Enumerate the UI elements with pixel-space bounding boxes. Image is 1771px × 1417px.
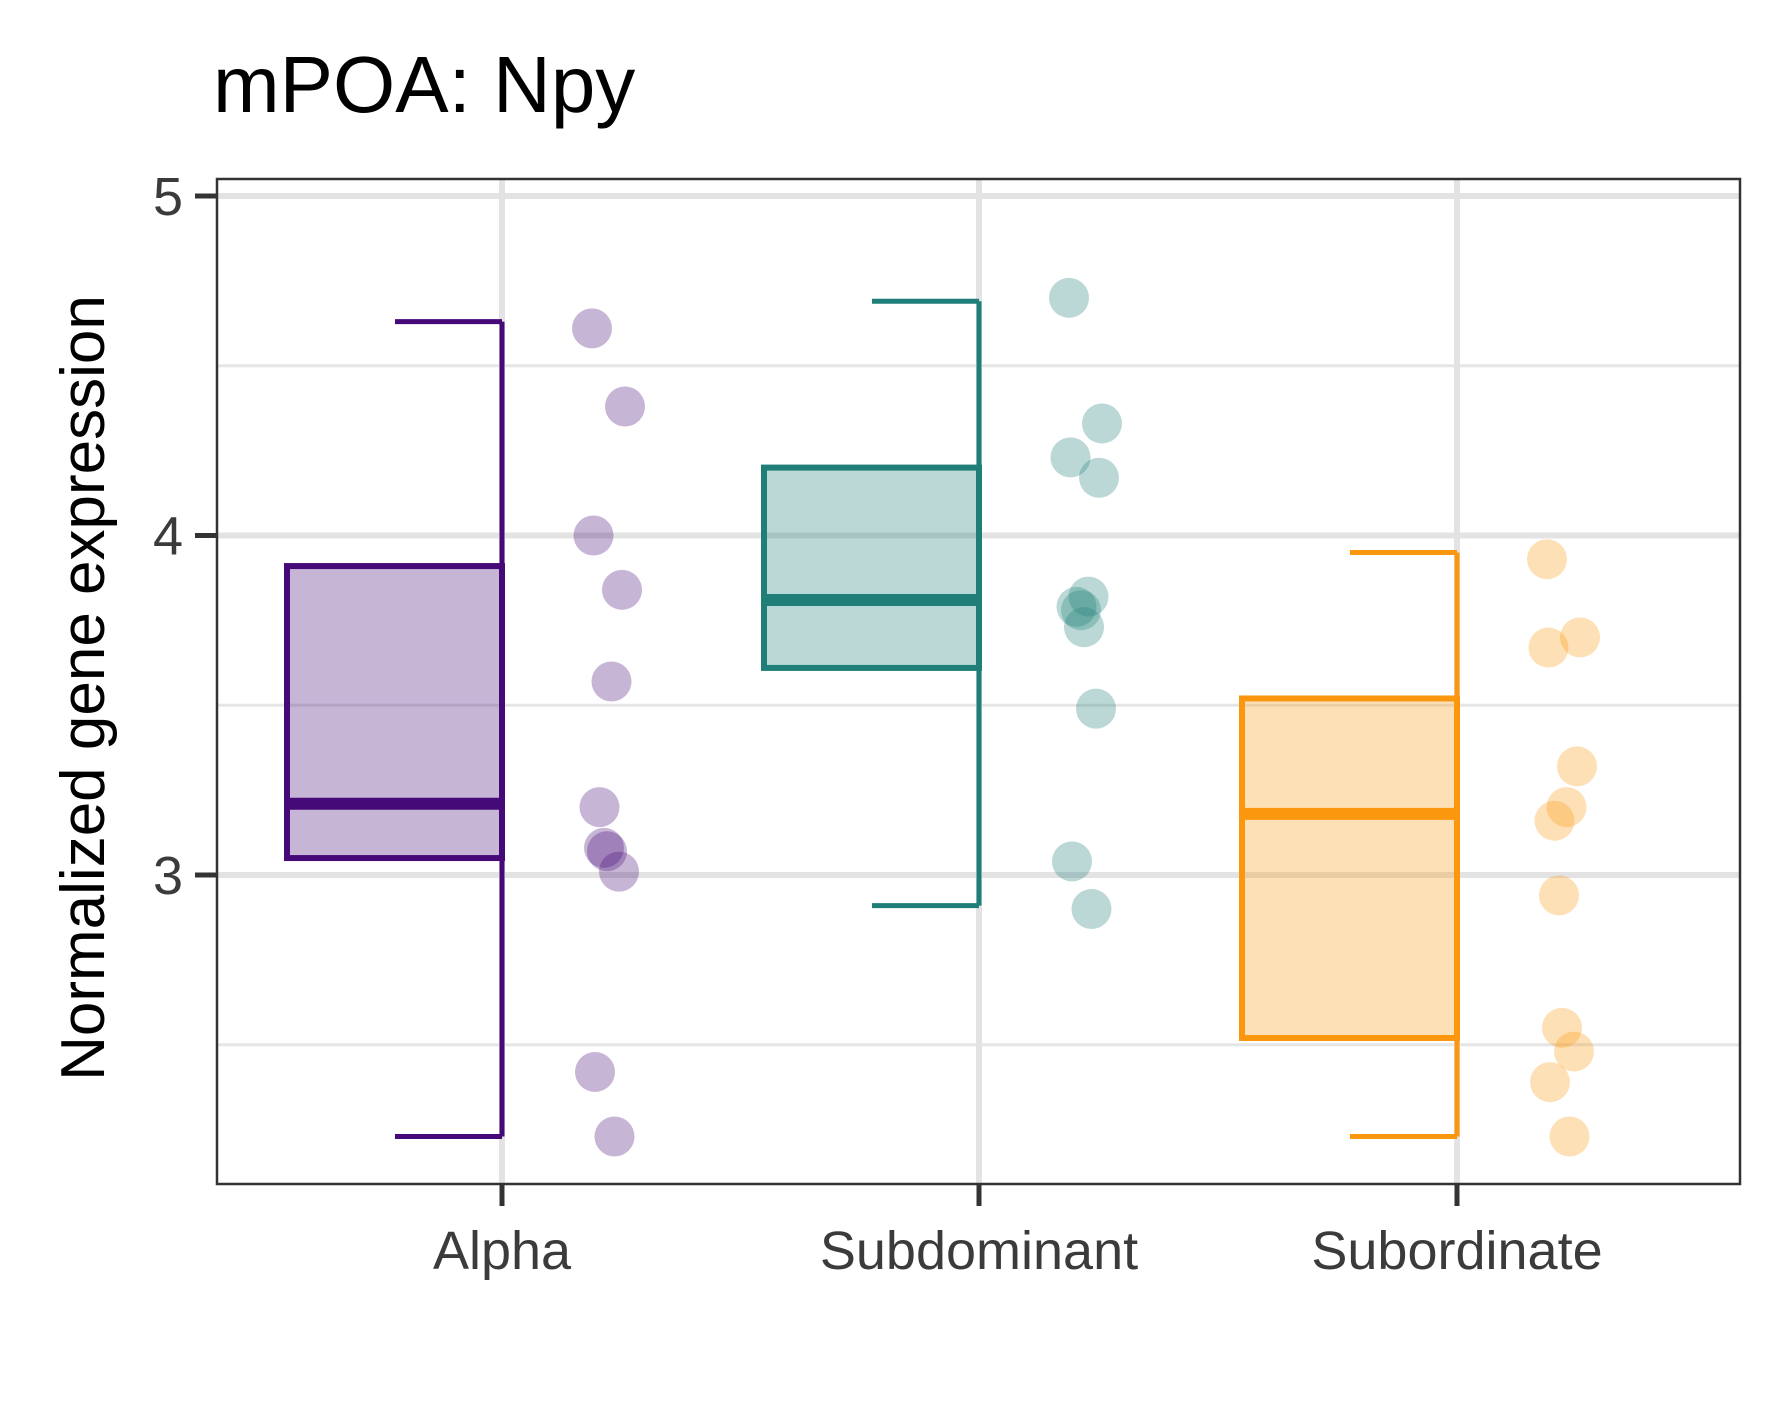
data-point-subordinate — [1539, 875, 1579, 916]
data-point-subdominant — [1049, 277, 1089, 318]
data-point-alpha — [579, 787, 620, 828]
data-point-alpha — [584, 827, 624, 868]
data-point-subdominant — [1079, 457, 1119, 498]
x-tick-label: Subordinate — [1311, 1221, 1602, 1281]
data-point-subdominant — [1064, 607, 1104, 648]
x-tick-label: Subdominant — [820, 1221, 1138, 1281]
box-subordinate — [1239, 549, 1460, 1139]
data-point-subdominant — [1050, 437, 1091, 478]
data-point-subdominant — [1061, 590, 1101, 631]
data-point-alpha — [602, 569, 642, 610]
data-point-subdominant — [1082, 403, 1122, 444]
data-point-subordinate — [1530, 1062, 1570, 1103]
y-tick-label: 3 — [153, 846, 183, 906]
data-point-subordinate — [1542, 1007, 1582, 1048]
data-point-subordinate — [1528, 627, 1569, 668]
data-point-subordinate — [1534, 800, 1575, 841]
data-point-subordinate — [1557, 746, 1597, 787]
data-point-subdominant — [1056, 586, 1097, 627]
y-axis-label: Normalized gene expression — [49, 295, 118, 1081]
data-point-alpha — [587, 831, 627, 872]
data-point-alpha — [573, 515, 614, 556]
points — [572, 277, 1600, 1157]
data-point-subordinate — [1554, 1031, 1594, 1072]
box-body-subdominant — [761, 464, 982, 671]
data-point-alpha — [594, 1116, 635, 1157]
boxes — [284, 298, 1460, 1139]
data-point-subordinate — [1549, 1116, 1590, 1157]
box-subdominant — [761, 298, 982, 909]
data-point-subordinate — [1527, 539, 1567, 580]
data-point-alpha — [572, 308, 612, 349]
box-alpha — [284, 319, 505, 1139]
data-point-subdominant — [1076, 688, 1116, 729]
box-body-alpha — [284, 563, 505, 862]
data-point-alpha — [605, 386, 645, 427]
axes: 3 4 5 Alpha Subdominant Subordinate — [153, 167, 1603, 1281]
data-point-alpha — [575, 1051, 615, 1092]
data-point-subdominant — [1068, 576, 1109, 617]
data-point-alpha — [591, 661, 632, 702]
y-tick-label: 4 — [153, 507, 183, 567]
data-point-subordinate — [1560, 617, 1600, 658]
chart-title: mPOA: Npy — [213, 40, 635, 129]
data-point-subdominant — [1052, 841, 1092, 882]
x-tick-label: Alpha — [433, 1221, 572, 1281]
box-body-subordinate — [1239, 695, 1460, 1042]
data-point-subdominant — [1071, 888, 1112, 929]
data-point-subordinate — [1546, 787, 1587, 828]
y-tick-label: 5 — [153, 167, 183, 227]
data-point-alpha — [599, 851, 639, 892]
